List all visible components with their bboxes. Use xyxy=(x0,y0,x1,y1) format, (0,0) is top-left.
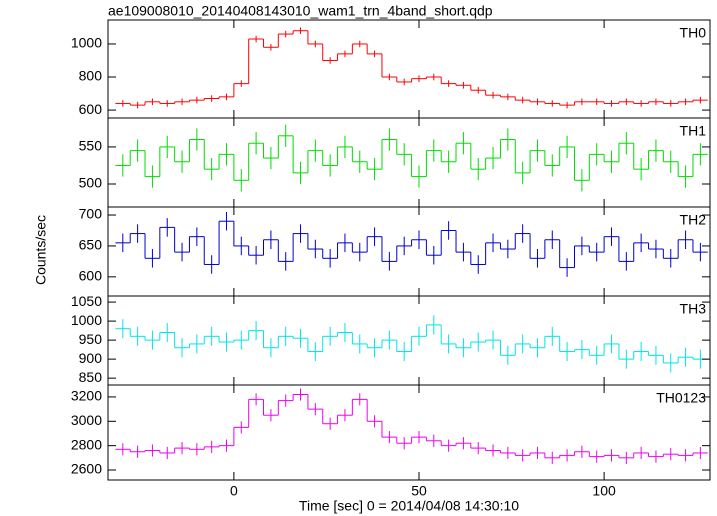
y-tick-label: 2800 xyxy=(71,436,102,452)
y-axis-label: Counts/sec xyxy=(33,215,49,285)
y-tick-label: 1000 xyxy=(71,312,102,328)
x-axis-label: Time [sec] 0 = 2014/04/08 14:30:10 xyxy=(299,498,519,514)
panel-label: TH0123 xyxy=(656,390,706,406)
x-tick-label: 100 xyxy=(592,483,616,499)
panel-frame xyxy=(107,384,711,481)
y-tick-label: 950 xyxy=(79,331,103,347)
panel-frame xyxy=(107,206,711,297)
x-tick-label: 0 xyxy=(230,483,238,499)
y-tick-label: 2600 xyxy=(71,461,102,477)
panel-frame xyxy=(107,117,711,208)
panel-frame xyxy=(107,295,711,386)
y-tick-label: 600 xyxy=(79,101,103,117)
y-tick-label: 1050 xyxy=(71,293,102,309)
y-tick-label: 500 xyxy=(79,175,103,191)
panel-label: TH0 xyxy=(680,25,707,41)
y-tick-label: 600 xyxy=(79,268,103,284)
chart-title: ae109008010_20140408143010_wam1_trn_4ban… xyxy=(108,3,493,19)
panel-label: TH2 xyxy=(680,212,707,228)
panel-label: TH1 xyxy=(680,123,707,139)
y-tick-label: 900 xyxy=(79,350,103,366)
y-tick-label: 3000 xyxy=(71,412,102,428)
y-tick-label: 800 xyxy=(79,68,103,84)
panel-frame xyxy=(107,19,711,119)
y-tick-label: 3200 xyxy=(71,388,102,404)
y-tick-label: 650 xyxy=(79,237,103,253)
y-tick-label: 700 xyxy=(79,206,103,222)
y-tick-label: 850 xyxy=(79,369,103,385)
panel-label: TH3 xyxy=(680,301,707,317)
y-tick-label: 1000 xyxy=(71,35,102,51)
y-tick-label: 550 xyxy=(79,138,103,154)
x-tick-label: 50 xyxy=(411,483,427,499)
